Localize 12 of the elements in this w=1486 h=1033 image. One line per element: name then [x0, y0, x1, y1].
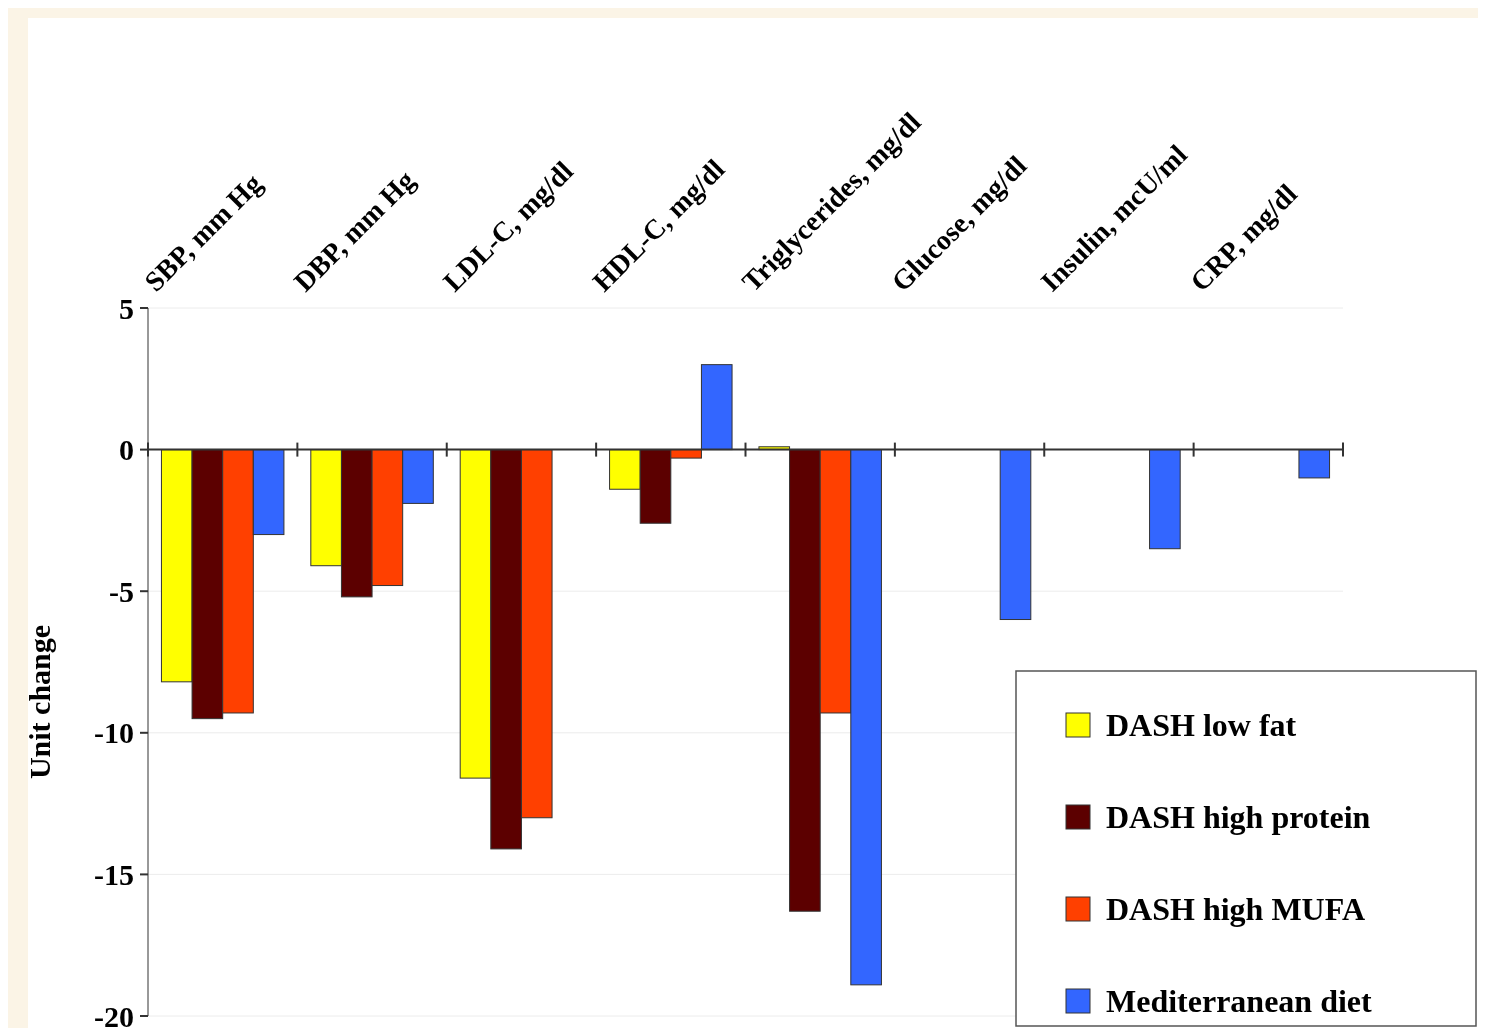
y-axis-title: Unit change	[23, 624, 56, 780]
y-tick-label: 5	[119, 291, 134, 325]
y-tick-label: -10	[94, 716, 134, 750]
y-tick-label: 0	[119, 433, 134, 467]
legend-label: DASH high MUFA	[1106, 891, 1365, 928]
legend-label: DASH high protein	[1106, 799, 1371, 836]
legend-label: Mediterranean diet	[1106, 983, 1373, 1020]
y-tick-label: -5	[109, 574, 134, 608]
y-tick-label: -20	[94, 999, 134, 1033]
x-tick-label: SBP, mm Hg	[138, 167, 268, 298]
legend-label: DASH low fat	[1106, 707, 1297, 744]
y-tick-label: -15	[94, 857, 134, 891]
